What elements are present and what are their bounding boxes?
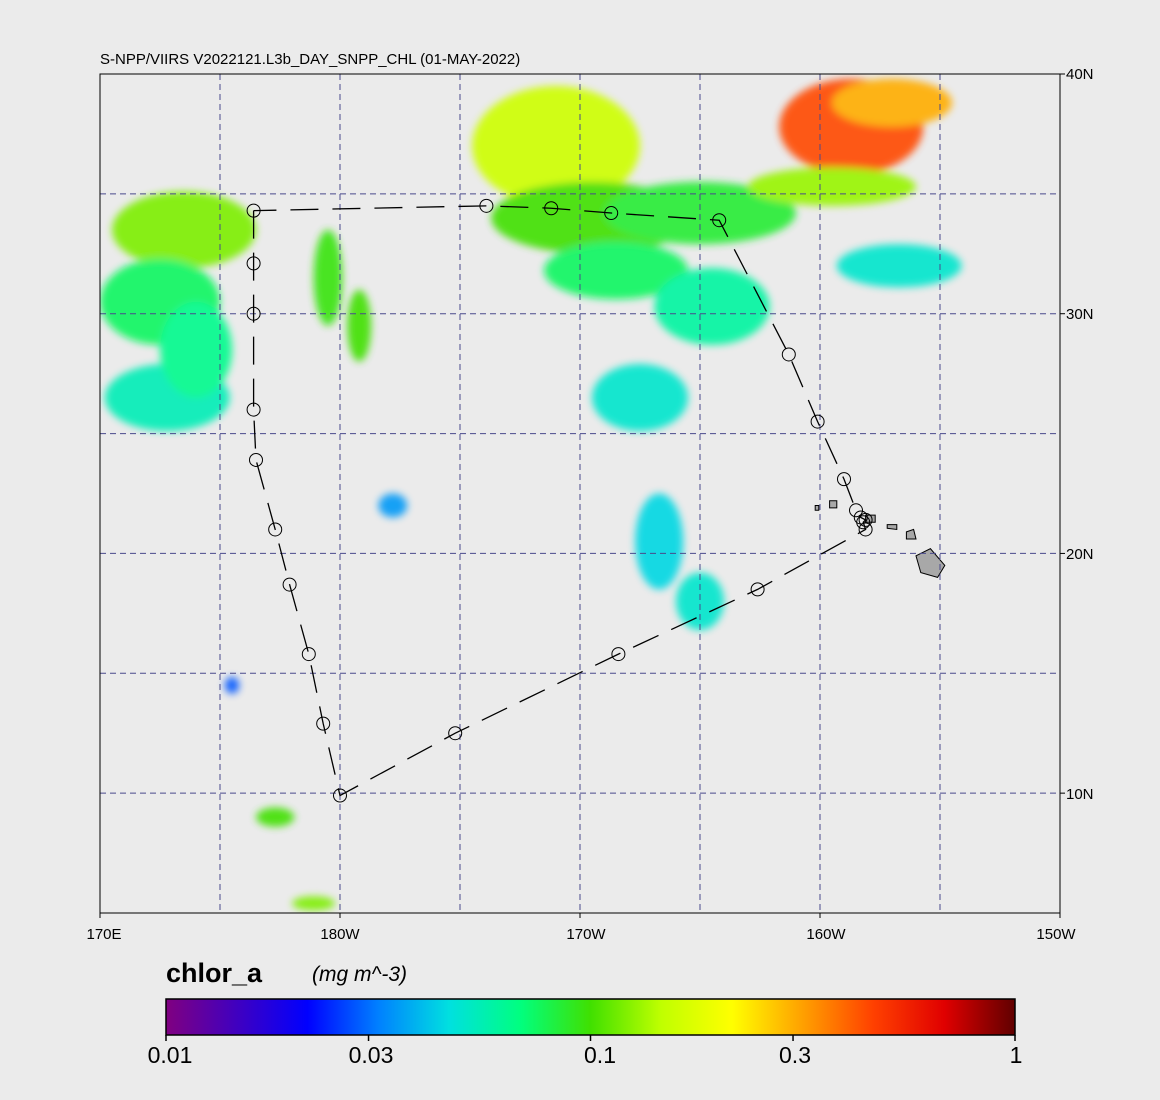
track-line <box>252 205 867 797</box>
chlorophyll-patch <box>592 364 688 432</box>
colorbar-tick-0-3: 0.3 <box>779 1042 811 1068</box>
station-marker <box>246 256 261 271</box>
chlorophyll-patch <box>347 289 372 362</box>
colorbar-units: (mg m^-3) <box>312 963 408 986</box>
lat-label-10n: 10N <box>1066 786 1094 803</box>
map-title: S-NPP/VIIRS V2022121.L3b_DAY_SNPP_CHL (0… <box>100 51 521 68</box>
chlorophyll-patch <box>635 493 684 590</box>
station-marker <box>249 452 263 467</box>
lon-label-160w: 160W <box>806 926 846 943</box>
chlorophyll-patch <box>676 572 724 631</box>
colorbar <box>165 998 1016 1036</box>
station-marker <box>301 647 316 662</box>
colorbar-tick-0-1: 0.1 <box>584 1042 616 1068</box>
station-marker <box>750 582 765 597</box>
lon-label-180w: 180W <box>320 926 360 943</box>
colorbar-tick-0-01: 0.01 <box>147 1042 193 1068</box>
station-marker <box>246 306 261 321</box>
lat-label-20n: 20N <box>1066 546 1094 563</box>
station-marker <box>448 726 463 741</box>
chlorophyll-patch <box>224 676 240 694</box>
chlorophyll-patch <box>292 896 336 911</box>
chlorophyll-patch <box>832 78 952 127</box>
colorbar-variable: chlor_a <box>166 958 263 988</box>
chlorophyll-patch <box>604 181 796 245</box>
island <box>905 528 917 540</box>
station-marker <box>246 402 261 417</box>
chlorophyll-patch <box>748 167 916 206</box>
station-marker <box>604 206 619 221</box>
station-marker <box>781 347 796 362</box>
colorbar-tick-0-03: 0.03 <box>348 1042 394 1068</box>
island <box>886 524 898 531</box>
station-marker <box>544 201 559 216</box>
station-marker <box>246 203 261 218</box>
chlorophyll-patch <box>472 85 640 206</box>
island <box>829 500 838 509</box>
island <box>915 548 946 578</box>
station-marker <box>853 510 868 525</box>
colorbar-ticks <box>165 1035 1016 1041</box>
chlorophyll-patch <box>112 191 256 269</box>
lon-label-170w: 170W <box>566 926 606 943</box>
hawaiian-islands <box>814 500 946 578</box>
station-marker <box>858 522 873 537</box>
chlorophyll-patch <box>378 493 408 518</box>
station-marker <box>712 213 727 228</box>
cruise-track <box>246 198 873 803</box>
chlorophyll-patch <box>836 244 962 288</box>
island <box>814 504 820 511</box>
station-marker <box>837 472 851 487</box>
chlorophyll-patch <box>256 807 295 827</box>
colorbar-tick-1: 1 <box>1009 1042 1023 1068</box>
lat-label-40n: 40N <box>1066 66 1094 83</box>
station-marker <box>316 716 331 731</box>
axis-ticks <box>99 73 1065 918</box>
station-marker <box>268 522 283 537</box>
station-marker <box>611 647 626 662</box>
station-marker <box>810 414 825 429</box>
station-marker <box>282 577 297 592</box>
lon-label-150w: 150W <box>1036 926 1076 943</box>
lon-label-170e: 170E <box>86 926 122 943</box>
station-marker <box>849 503 863 518</box>
chlorophyll-patch <box>654 268 770 345</box>
graticule <box>100 74 1060 913</box>
chlorophyll-patch <box>160 301 232 398</box>
lat-label-30n: 30N <box>1066 306 1094 323</box>
station-marker <box>479 198 494 213</box>
station-marker <box>333 788 347 803</box>
chlorophyll-data-layer <box>100 78 962 911</box>
chlorophyll-patch <box>313 229 343 326</box>
